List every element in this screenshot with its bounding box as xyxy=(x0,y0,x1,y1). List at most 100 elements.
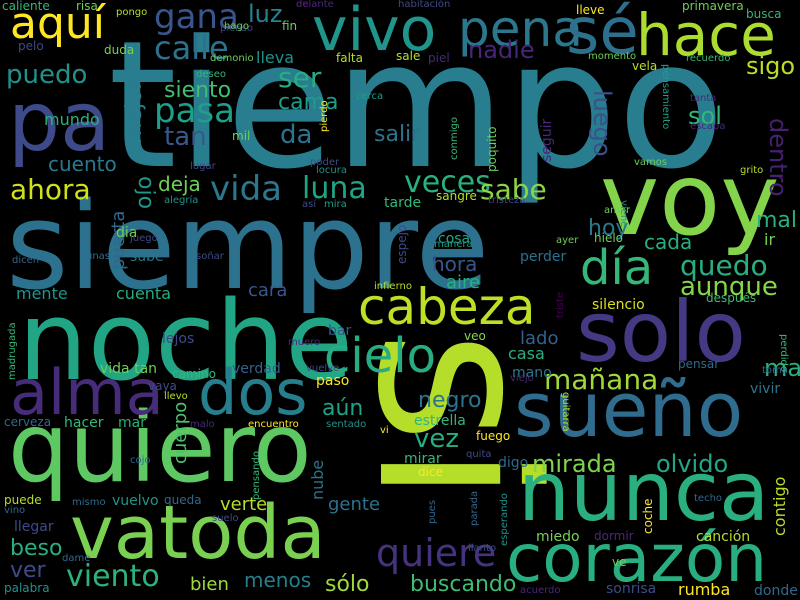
word-salir: salir xyxy=(374,122,421,147)
word-sabe: sabe xyxy=(480,173,547,206)
word-llanto: llanto xyxy=(468,543,497,554)
word-tarde: tarde xyxy=(384,195,422,211)
word-vamos: vamos xyxy=(634,157,668,168)
word-hago: hago xyxy=(224,21,249,32)
word-sonrisa: sonrisa xyxy=(606,581,657,597)
word-dia: día xyxy=(580,240,654,296)
word-vivir: vivir xyxy=(750,381,781,397)
word-dormir: dormir xyxy=(594,529,634,543)
word-toma: toma xyxy=(762,365,788,376)
word-coche: coche xyxy=(641,498,655,534)
word-sol: sol xyxy=(688,102,722,130)
word-siento: siento xyxy=(164,78,232,103)
word-rumba: rumba xyxy=(678,580,731,599)
word-espejo: espejo xyxy=(395,224,409,264)
word-pensando: pensando xyxy=(251,451,262,500)
word-encuentro: encuentro xyxy=(248,419,299,430)
word-ve: ve xyxy=(612,555,627,569)
word-digo: digo xyxy=(498,455,529,471)
word-despues: después xyxy=(706,291,757,305)
word-alegria: alegría xyxy=(164,195,199,206)
word-pienso: pienso xyxy=(220,23,253,34)
word-quedo: quedo xyxy=(680,249,768,282)
word-sale: sale xyxy=(396,49,421,63)
word-vaya: vaya xyxy=(148,379,177,393)
word-mismo: mismo xyxy=(72,497,106,508)
word-pensar: pensar xyxy=(678,357,720,371)
word-delante: delante xyxy=(296,0,334,10)
word-piel: piel xyxy=(428,51,450,65)
word-bien: bien xyxy=(190,574,229,595)
word-cerca: cerca xyxy=(356,91,384,102)
word-cuerpo: cuerpo xyxy=(170,401,191,464)
word-llegar: llegar xyxy=(14,519,54,535)
word-luego: luego xyxy=(588,90,616,157)
word-gana: gana xyxy=(154,0,239,37)
word-ma: ma xyxy=(764,354,800,382)
word-puede: puede xyxy=(4,493,42,507)
word-nunca: nunca xyxy=(518,445,770,540)
word-deseo: deseo xyxy=(196,69,226,80)
word-dentro: dentro xyxy=(764,118,792,197)
word-nadie: nadie xyxy=(468,36,535,64)
word-veo: veo xyxy=(464,329,486,343)
word-hielo: hielo xyxy=(594,231,623,245)
word-pongo: pongo xyxy=(116,7,148,18)
word-hace: hace xyxy=(636,1,776,69)
word-noche: noche xyxy=(18,277,353,405)
word-viejo: viejo xyxy=(510,373,534,384)
word-conmigo: conmigo xyxy=(449,117,460,160)
word-paso: paso xyxy=(316,373,350,389)
word-luna: luna xyxy=(302,171,367,206)
word-corazon: corazón xyxy=(506,520,768,597)
word-aire: aire xyxy=(446,272,481,293)
word-fin: fin xyxy=(282,19,298,33)
word-techo: techo xyxy=(694,493,723,504)
word-solo: solo xyxy=(576,283,746,381)
word-aqui: aquí xyxy=(10,0,106,49)
word-buscando: buscando xyxy=(410,572,517,597)
word-tanta: tanta xyxy=(690,93,717,104)
word-mirada: mirada xyxy=(532,450,617,478)
word-pena: pena xyxy=(458,0,583,58)
word-parada: parada xyxy=(469,490,480,526)
word-palabra: palabra xyxy=(4,581,50,595)
word-deja: deja xyxy=(158,172,201,196)
word-cada: cada xyxy=(644,230,693,254)
word-manana: mañana xyxy=(544,363,659,396)
word-negro: negro xyxy=(418,388,482,413)
word-solo2: sólo xyxy=(325,572,370,597)
word-puedo: puedo xyxy=(6,60,88,90)
word-lleva: lleva xyxy=(256,48,295,67)
word-grito: grito xyxy=(740,165,764,176)
word-verte: verte xyxy=(220,494,268,515)
word-verdad: verdad xyxy=(232,361,281,377)
word-hora: hora xyxy=(432,252,478,276)
word-sube: sube xyxy=(130,249,164,265)
word-mil: mil xyxy=(232,129,251,143)
word-olvido: olvido xyxy=(656,450,729,478)
word-beso: beso xyxy=(10,536,63,561)
word-ver: ver xyxy=(10,558,46,583)
word-cojo: cojo xyxy=(130,455,151,466)
word-estrella: estrella xyxy=(414,413,466,429)
word-tiempo: tiempo xyxy=(108,3,726,208)
word-cosa: cosa xyxy=(438,231,471,247)
word-vuelve: vuelve xyxy=(306,363,340,374)
word-lejos: lejos xyxy=(162,331,195,347)
word-caliente: caliente xyxy=(2,0,50,13)
word-contigo: contigo xyxy=(770,476,789,536)
word-mal: mal xyxy=(756,208,798,233)
word-donde: donde xyxy=(754,583,798,599)
word-vida_tan: vida tan xyxy=(100,361,158,377)
word-seguir: seguir xyxy=(539,118,555,162)
word-sentado: sentado xyxy=(326,419,367,430)
word-menos: menos xyxy=(244,568,312,592)
word-mente: mente xyxy=(16,284,68,303)
word-cuenta: cuenta xyxy=(116,284,171,303)
word-lleve: lleve xyxy=(576,3,605,17)
word-mirar: mirar xyxy=(404,451,442,467)
word-vi: vi xyxy=(380,425,389,436)
word-llevo: llevo xyxy=(164,391,188,402)
word-mano: mano xyxy=(512,365,552,381)
